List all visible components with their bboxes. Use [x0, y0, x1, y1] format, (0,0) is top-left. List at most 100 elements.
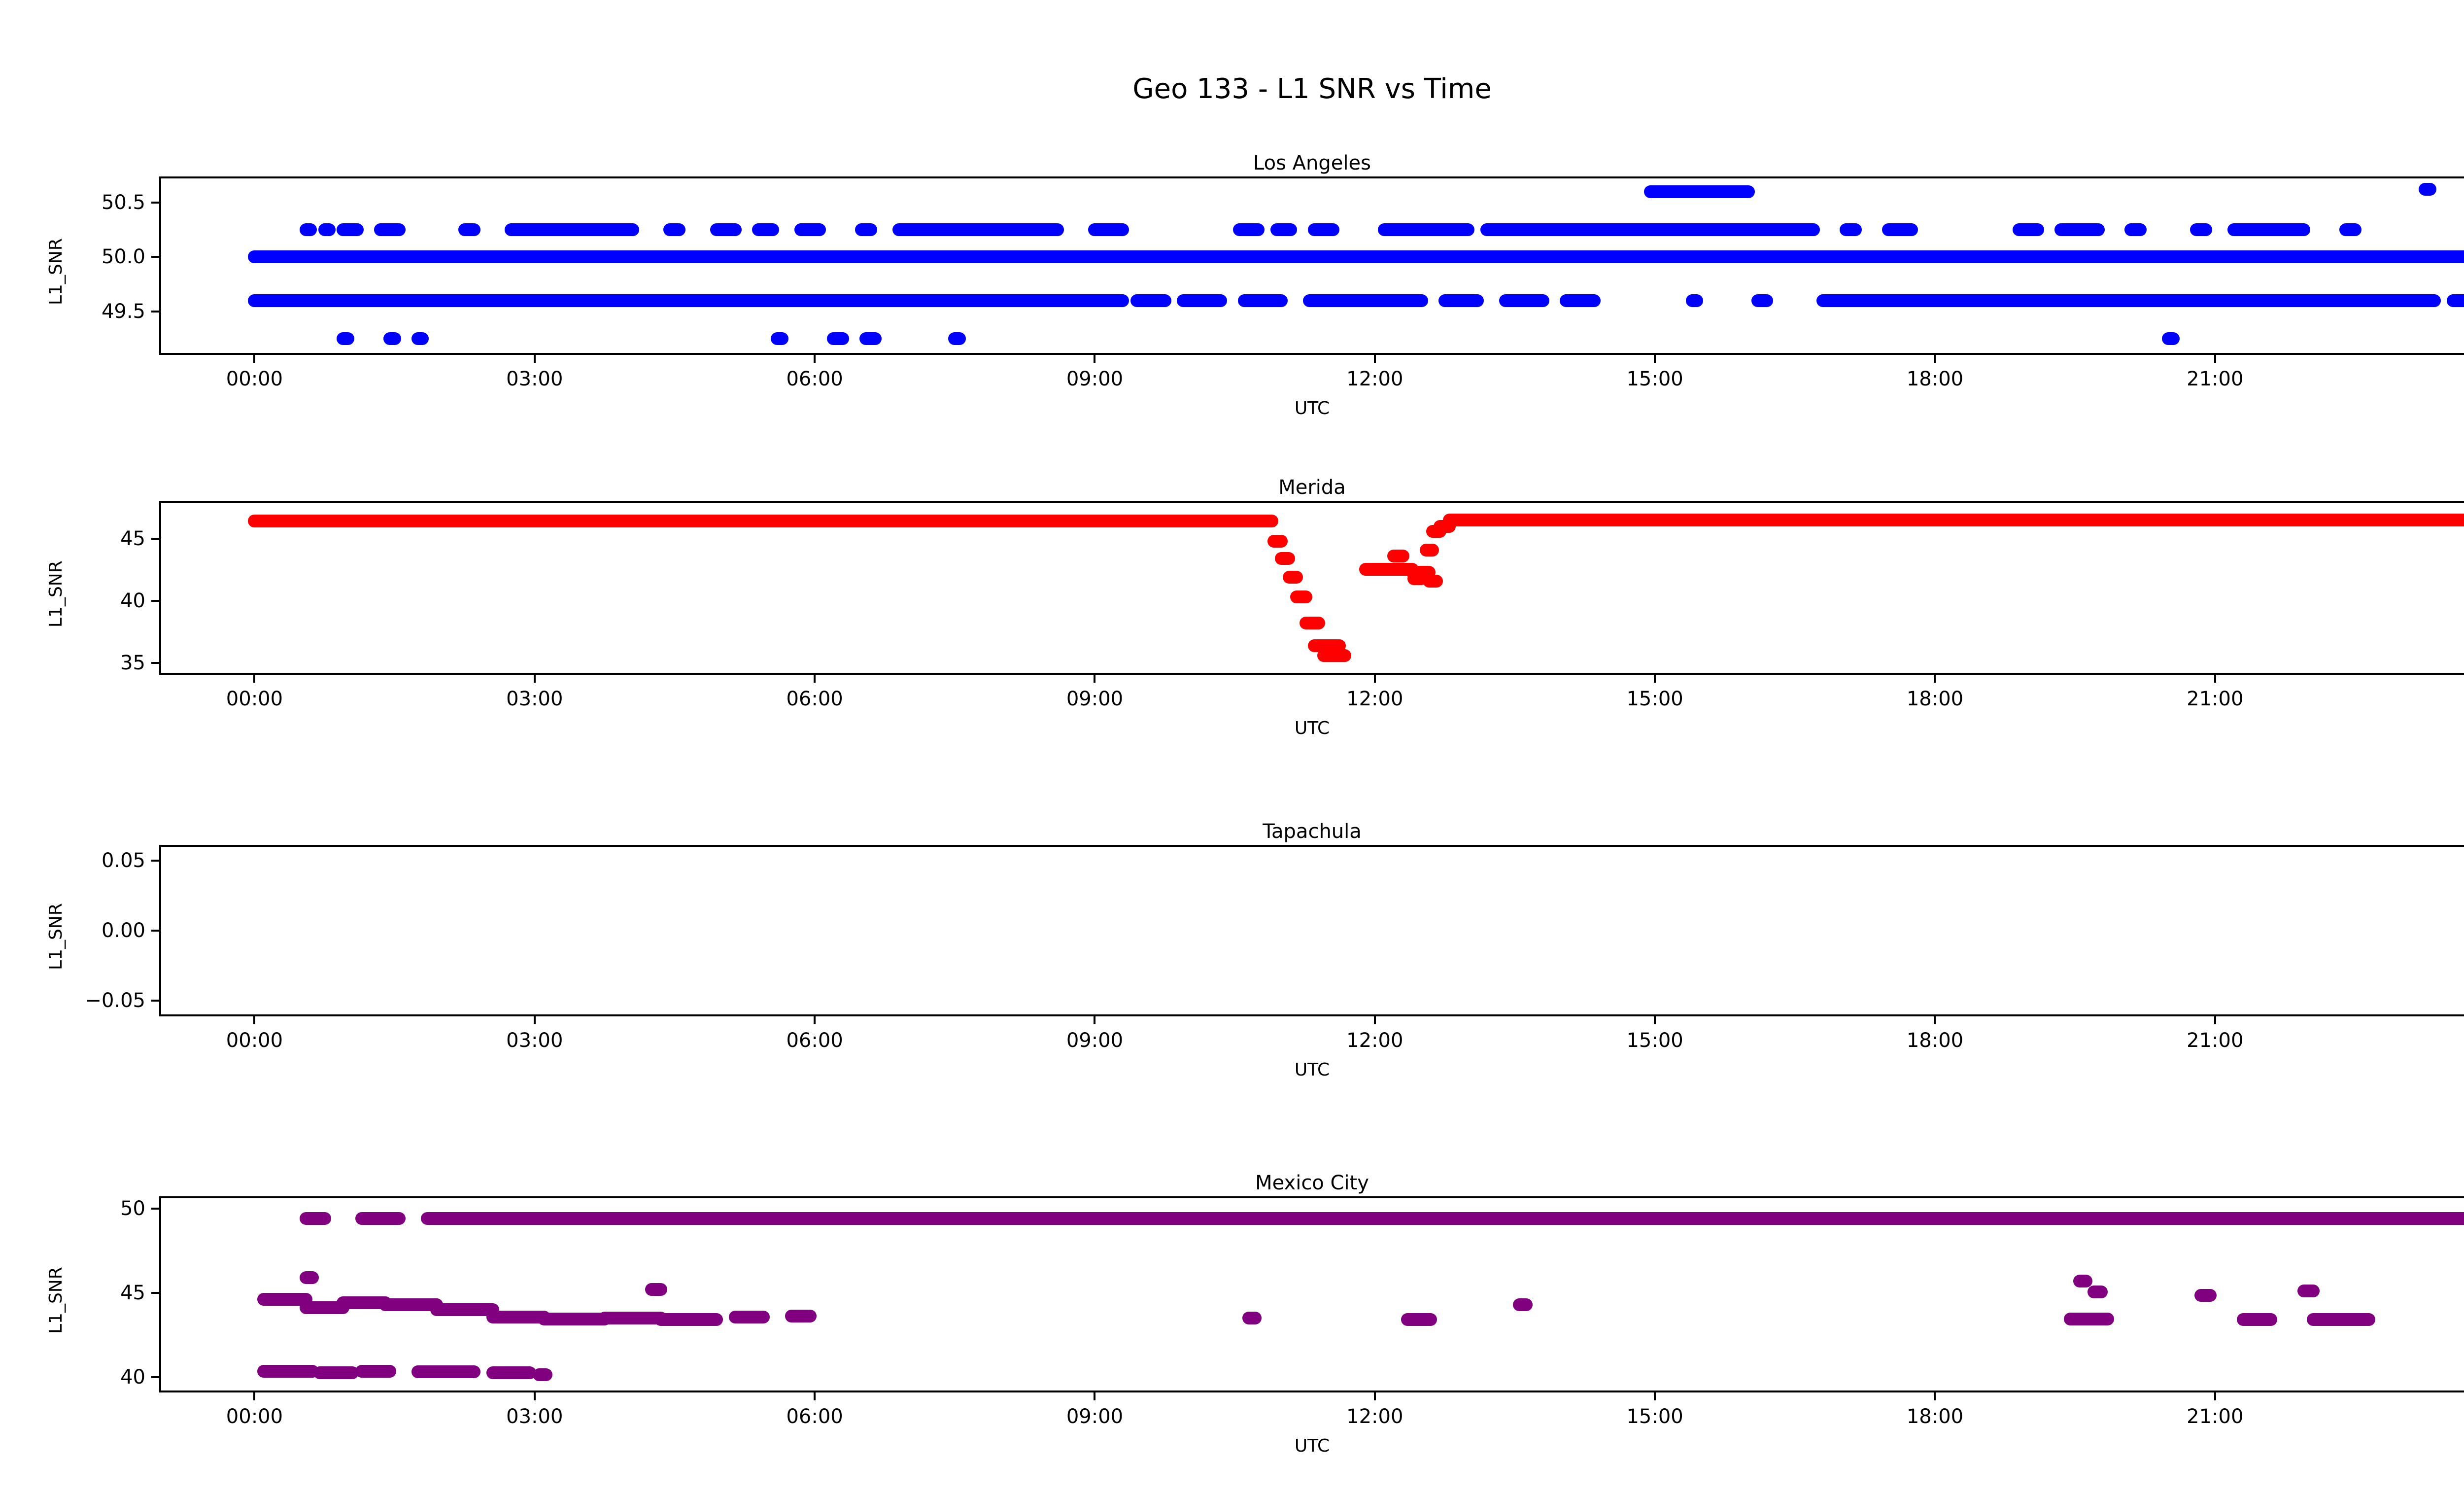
x-tick-label: 18:00: [1906, 368, 1964, 390]
data-point-run: [1560, 294, 1601, 307]
x-tick-mark: [253, 1392, 256, 1400]
x-tick-label: 12:00: [1346, 1029, 1403, 1052]
data-point-run: [1513, 1298, 1533, 1311]
y-tick-mark: [151, 310, 159, 313]
x-tick-mark: [1934, 1392, 1936, 1400]
x-tick-label: 06:00: [786, 1405, 843, 1428]
x-axis-label-merida: UTC: [1294, 718, 1330, 738]
x-tick-mark: [2214, 1016, 2216, 1024]
data-point-run: [248, 250, 2464, 264]
data-point-run: [1088, 223, 1129, 236]
x-tick-label: 15:00: [1626, 368, 1683, 390]
data-point-run: [785, 1310, 817, 1323]
data-point-run: [2190, 223, 2212, 236]
x-tick-label: 03:00: [506, 1029, 563, 1052]
x-tick-label: 18:00: [1906, 688, 1964, 710]
x-tick-label: 03:00: [506, 688, 563, 710]
data-point-run: [1443, 514, 2464, 527]
x-tick-mark: [1934, 355, 1936, 363]
data-point-run: [1643, 185, 1755, 198]
y-tick-label: 35: [120, 651, 145, 674]
data-point-run: [533, 1368, 552, 1381]
data-point-run: [1282, 571, 1303, 584]
y-tick-label: 45: [120, 1281, 145, 1304]
x-tick-label: 03:00: [506, 1405, 563, 1428]
data-point-run: [2306, 1313, 2376, 1326]
x-tick-label: 09:00: [1066, 368, 1124, 390]
data-point-run: [420, 1212, 2464, 1225]
x-tick-label: 12:00: [1346, 688, 1403, 710]
x-tick-label: 06:00: [786, 688, 843, 710]
data-point-run: [2064, 1312, 2114, 1325]
panel-title-tapachula: Tapachula: [1263, 820, 1362, 843]
x-tick-label: 06:00: [786, 368, 843, 390]
data-point-run: [2419, 183, 2436, 196]
x-tick-mark: [1654, 355, 1656, 363]
data-point-run: [299, 1271, 319, 1284]
data-point-run: [710, 223, 742, 236]
y-tick-label: 49.5: [101, 300, 145, 323]
x-tick-mark: [1094, 1392, 1096, 1400]
y-tick-mark: [151, 538, 159, 540]
data-point-run: [855, 223, 877, 236]
data-point-run: [2194, 1288, 2217, 1302]
y-tick-mark: [151, 860, 159, 862]
x-tick-mark: [2214, 1392, 2216, 1400]
x-tick-label: 21:00: [2187, 1029, 2244, 1052]
y-tick-mark: [151, 201, 159, 204]
data-point-run: [794, 223, 826, 236]
data-point-run: [1275, 552, 1296, 565]
x-tick-mark: [814, 675, 816, 683]
x-tick-label: 15:00: [1626, 688, 1683, 710]
data-point-run: [1267, 535, 1288, 548]
data-point-run: [411, 332, 429, 346]
data-point-run: [2124, 223, 2147, 236]
data-point-run: [248, 294, 1129, 307]
data-point-run: [1237, 294, 1288, 307]
y-tick-mark: [151, 930, 159, 932]
panel-title-merida: Merida: [1278, 476, 1346, 499]
x-tick-mark: [253, 355, 256, 363]
x-tick-mark: [1934, 675, 1936, 683]
data-point-run: [663, 223, 686, 236]
x-tick-mark: [2214, 675, 2216, 683]
data-point-run: [1401, 1313, 1437, 1326]
data-point-run: [1882, 223, 1918, 236]
x-tick-mark: [1373, 675, 1376, 683]
x-tick-mark: [1094, 1016, 1096, 1024]
x-tick-mark: [2214, 355, 2216, 363]
y-tick-label: −0.05: [85, 989, 145, 1012]
data-point-run: [2162, 332, 2180, 346]
figure-title-line-1: Geo 133 - L1 SNR vs Time: [1132, 73, 1492, 105]
y-tick-label: 40: [120, 1365, 145, 1389]
y-tick-label: 40: [120, 589, 145, 612]
data-point-run: [299, 223, 317, 236]
data-point-run: [2297, 1285, 2320, 1298]
x-tick-mark: [1934, 1016, 1936, 1024]
y-tick-mark: [151, 599, 159, 602]
data-point-run: [771, 332, 788, 346]
data-point-run: [2227, 223, 2310, 236]
data-point-run: [411, 1365, 480, 1379]
data-point-run: [752, 223, 779, 236]
data-point-run: [654, 1313, 723, 1326]
data-point-run: [2073, 1274, 2093, 1287]
x-tick-mark: [533, 355, 536, 363]
x-tick-label: 09:00: [1066, 1029, 1124, 1052]
data-point-run: [313, 1366, 359, 1380]
data-point-run: [1480, 223, 1820, 236]
data-point-run: [1419, 543, 1439, 556]
data-point-run: [827, 332, 849, 346]
data-point-run: [2012, 223, 2044, 236]
data-point-run: [729, 1311, 770, 1324]
axes-mexico-city: [159, 1196, 2464, 1392]
data-point-run: [645, 1283, 667, 1296]
x-tick-label: 00:00: [226, 368, 283, 390]
x-tick-mark: [253, 675, 256, 683]
x-tick-label: 00:00: [226, 688, 283, 710]
panel-title-mexico-city: Mexico City: [1255, 1172, 1369, 1194]
data-point-run: [383, 332, 401, 346]
